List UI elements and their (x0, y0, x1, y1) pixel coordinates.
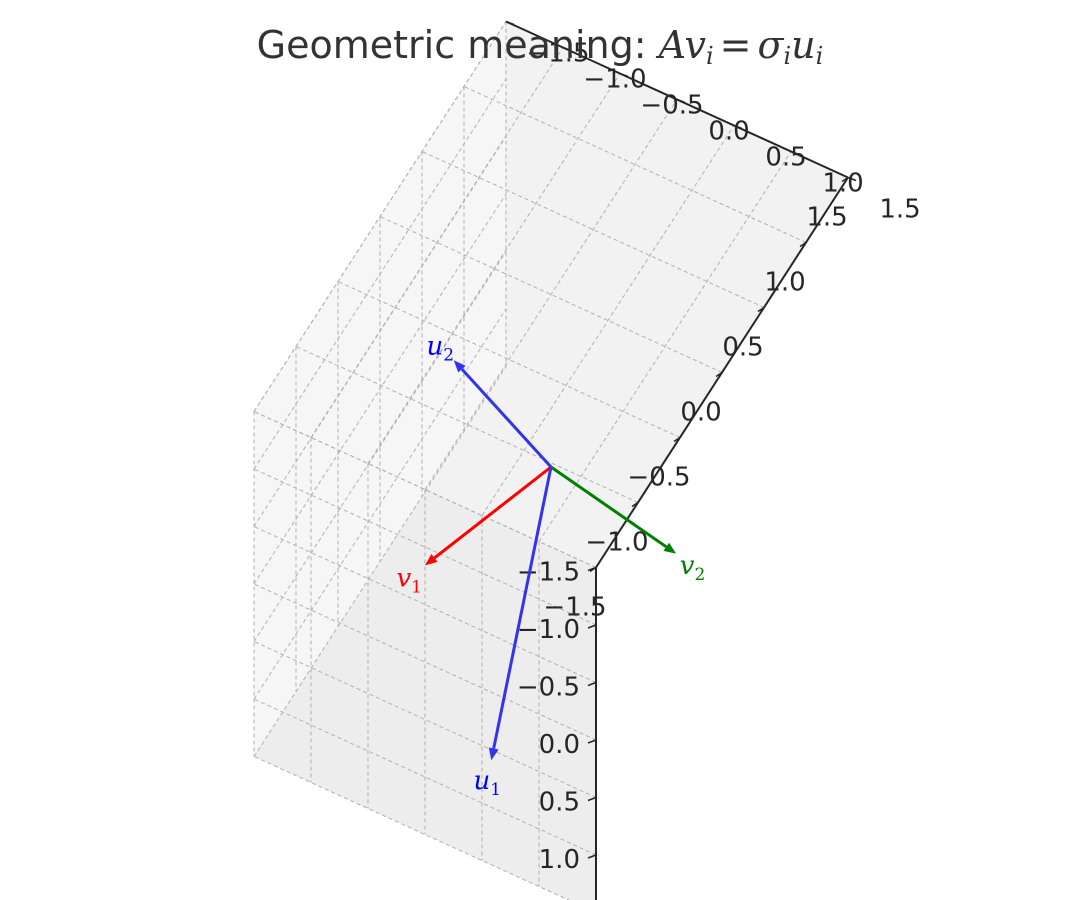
x-tick-label: −0.5 (627, 463, 690, 493)
y-tick (562, 46, 572, 52)
vector-arrowhead (453, 360, 466, 373)
gridline (481, 125, 735, 516)
y-tick-label: 1.0 (822, 169, 863, 199)
tick-labels: −1.5−1.0−0.50.00.51.01.5 1.51.00.50.0−0.5… (517, 39, 921, 876)
x-tick (841, 176, 849, 183)
vector-shaft (492, 466, 553, 749)
x-tick-label: 0.5 (722, 333, 763, 363)
gridline (253, 366, 507, 757)
z-tick (587, 624, 597, 629)
y-tick (847, 176, 857, 182)
z-tick (587, 796, 597, 802)
gridline (253, 193, 507, 585)
chart-title: Geometric meaning: Avi = σiui (257, 23, 824, 70)
x-tick (631, 501, 639, 508)
vector-v1: v1 (396, 465, 552, 598)
vector-shaft (460, 368, 553, 469)
gridline (538, 151, 792, 542)
z-tick-label: 1.0 (539, 845, 580, 875)
gridline (310, 47, 564, 438)
z-tick (587, 566, 597, 572)
vectors: v1 v2 u1 u2 (396, 331, 705, 799)
y-tick-label: −0.5 (640, 91, 703, 121)
vector-u1: u1 (474, 466, 553, 800)
x-tick-label: −1.5 (543, 593, 606, 623)
z-tick (587, 854, 597, 859)
vector-label: u2 (427, 331, 455, 365)
y-tick-label: 0.0 (708, 117, 749, 147)
x-tick-label: 1.5 (806, 203, 847, 233)
z-tick-label: 0.5 (539, 788, 580, 818)
axis-panes (254, 21, 848, 900)
y-tick-label: −1.0 (583, 65, 646, 95)
z-tick-label: −0.5 (517, 673, 580, 703)
gridline (367, 73, 621, 464)
z-tick-label: −1.0 (517, 615, 580, 645)
x-tick-label: 0.0 (680, 398, 721, 428)
vector-arrowhead (488, 747, 499, 761)
y-tick (733, 124, 743, 130)
vector-shaft (550, 465, 668, 549)
z-tick-label: 0.0 (539, 730, 580, 760)
vector-arrowhead (663, 542, 677, 554)
vector-label: v2 (680, 551, 706, 585)
vector-u2: u2 (427, 331, 553, 469)
y-tick (619, 72, 629, 78)
gridline (253, 21, 507, 412)
y-tick (676, 98, 686, 104)
vector-arrowhead (425, 554, 438, 566)
x-tick-label: −1.0 (585, 528, 648, 558)
vector-v2: v2 (550, 465, 706, 585)
z-tick (587, 739, 597, 744)
gridline (253, 308, 507, 700)
vector-label: u1 (474, 766, 502, 800)
gridline (424, 99, 678, 490)
y-tick (790, 150, 800, 156)
x-tick-label: 1.0 (764, 268, 805, 298)
y-tick-label: 1.5 (879, 195, 920, 225)
z-tick (587, 681, 597, 687)
tick-marks (505, 20, 857, 859)
y-tick (505, 20, 515, 26)
x-tick (673, 436, 681, 443)
x-tick (757, 306, 765, 313)
x-tick (715, 371, 723, 378)
vector-shaft (433, 465, 552, 560)
y-tick-label: −1.5 (526, 39, 589, 69)
y-tick-label: 0.5 (765, 143, 806, 173)
gridline (253, 251, 507, 642)
x-tick (799, 241, 807, 248)
vector-label: v1 (396, 564, 422, 598)
